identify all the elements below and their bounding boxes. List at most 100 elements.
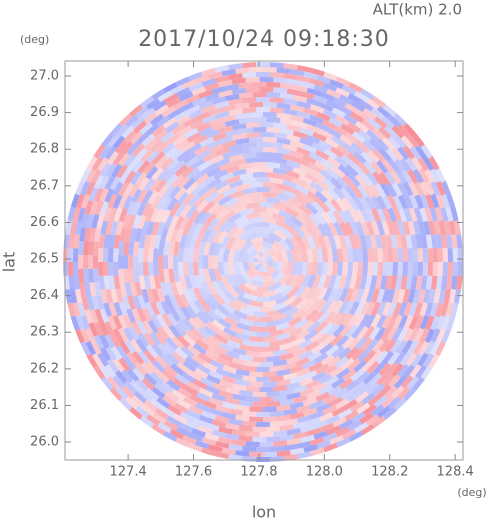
- echo-cell: [80, 341, 91, 356]
- echo-cell: [272, 167, 287, 175]
- chart-title: 2017/10/24 09:18:30: [138, 27, 390, 52]
- echo-cell: [123, 268, 130, 283]
- echo-cell: [235, 102, 250, 110]
- echo-cell: [225, 93, 240, 102]
- echo-cell: [313, 94, 328, 104]
- echo-cell: [393, 375, 407, 389]
- echo-cell: [378, 126, 392, 140]
- echo-cell: [263, 146, 277, 153]
- echo-cell: [393, 113, 407, 127]
- echo-cell: [296, 65, 312, 73]
- echo-cell: [418, 168, 430, 183]
- echo-cell: [420, 275, 428, 290]
- echo-cell: [448, 289, 456, 304]
- echo-cell: [311, 248, 319, 262]
- echo-cell: [119, 282, 128, 297]
- echo-cell: [316, 111, 331, 122]
- echo-cell: [322, 222, 333, 237]
- echo-cell: [208, 397, 224, 407]
- echo-cell: [268, 249, 276, 257]
- echo-cell: [201, 67, 216, 77]
- echo-cell: [112, 375, 126, 389]
- echo-cell: [214, 451, 230, 459]
- echo-cell: [430, 181, 441, 196]
- echo-cell: [135, 105, 150, 119]
- echo-cell: [160, 209, 171, 224]
- echo-cell: [434, 302, 444, 318]
- echo-cell: [376, 208, 387, 223]
- echo-cell: [428, 220, 436, 236]
- echo-cell: [279, 315, 294, 325]
- echo-cell: [273, 122, 288, 130]
- echo-cell: [263, 181, 277, 189]
- echo-cell: [91, 340, 102, 355]
- echo-cell: [242, 410, 257, 417]
- echo-cell: [430, 328, 441, 343]
- echo-cell: [452, 248, 458, 262]
- echo-cell: [249, 371, 263, 378]
- plot-frame: [64, 60, 464, 461]
- echo-cell: [392, 248, 399, 262]
- echo-cell: [376, 405, 391, 419]
- echo-cell: [276, 379, 291, 387]
- echo-cell: [232, 227, 246, 240]
- echo-cell: [196, 149, 211, 161]
- echo-cell: [128, 255, 134, 269]
- echo-cell: [435, 275, 443, 290]
- echo-cell: [252, 321, 267, 327]
- echo-cell: [193, 316, 207, 330]
- echo-cell: [85, 340, 97, 356]
- echo-cell: [137, 294, 147, 310]
- echo-cell: [409, 145, 422, 160]
- echo-cell: [207, 255, 214, 269]
- echo-cell: [134, 281, 143, 297]
- echo-cell: [206, 280, 217, 295]
- x-tick-label: 128.2: [371, 465, 408, 480]
- echo-cell: [309, 399, 324, 410]
- echo-cell: [319, 412, 334, 422]
- echo-cell: [347, 358, 361, 372]
- echo-cell: [226, 311, 241, 323]
- echo-cell: [225, 422, 240, 431]
- echo-cell: [414, 181, 425, 197]
- echo-cell: [347, 336, 361, 351]
- echo-cell: [84, 309, 94, 324]
- echo-cell: [354, 421, 369, 434]
- echo-cell: [298, 164, 314, 175]
- echo-cell: [326, 209, 338, 224]
- echo-cell: [338, 408, 353, 419]
- echo-cell: [322, 432, 338, 442]
- echo-cell: [153, 248, 159, 262]
- echo-cell: [79, 282, 87, 297]
- echo-cell: [146, 360, 160, 374]
- echo-cell: [417, 157, 429, 172]
- echo-cell: [276, 414, 291, 422]
- echo-cell: [356, 402, 371, 415]
- echo-cell: [303, 182, 318, 195]
- echo-cell: [342, 369, 357, 382]
- echo-cell: [228, 108, 243, 116]
- echo-cell: [339, 377, 354, 390]
- echo-cell: [103, 207, 113, 222]
- echo-cell: [312, 274, 322, 289]
- echo-cell: [359, 412, 374, 425]
- echo-cell: [320, 210, 333, 225]
- echo-cell: [282, 189, 297, 200]
- echo-cell: [376, 350, 389, 364]
- echo-cell: [245, 132, 260, 139]
- echo-cell: [170, 281, 179, 296]
- echo-cell: [338, 94, 354, 105]
- echo-cell: [152, 412, 167, 425]
- echo-cell: [123, 327, 135, 342]
- echo-cell: [360, 337, 373, 352]
- echo-cell: [178, 248, 185, 262]
- echo-cell: [126, 308, 136, 324]
- echo-cell: [447, 262, 454, 276]
- echo-cell: [225, 386, 240, 395]
- altitude-label: ALT(km) 2.0: [373, 1, 462, 19]
- echo-cell: [72, 207, 81, 222]
- echo-cell: [335, 87, 350, 98]
- echo-cell: [269, 445, 284, 452]
- echo-cell: [231, 357, 247, 366]
- echo-cell: [450, 206, 459, 222]
